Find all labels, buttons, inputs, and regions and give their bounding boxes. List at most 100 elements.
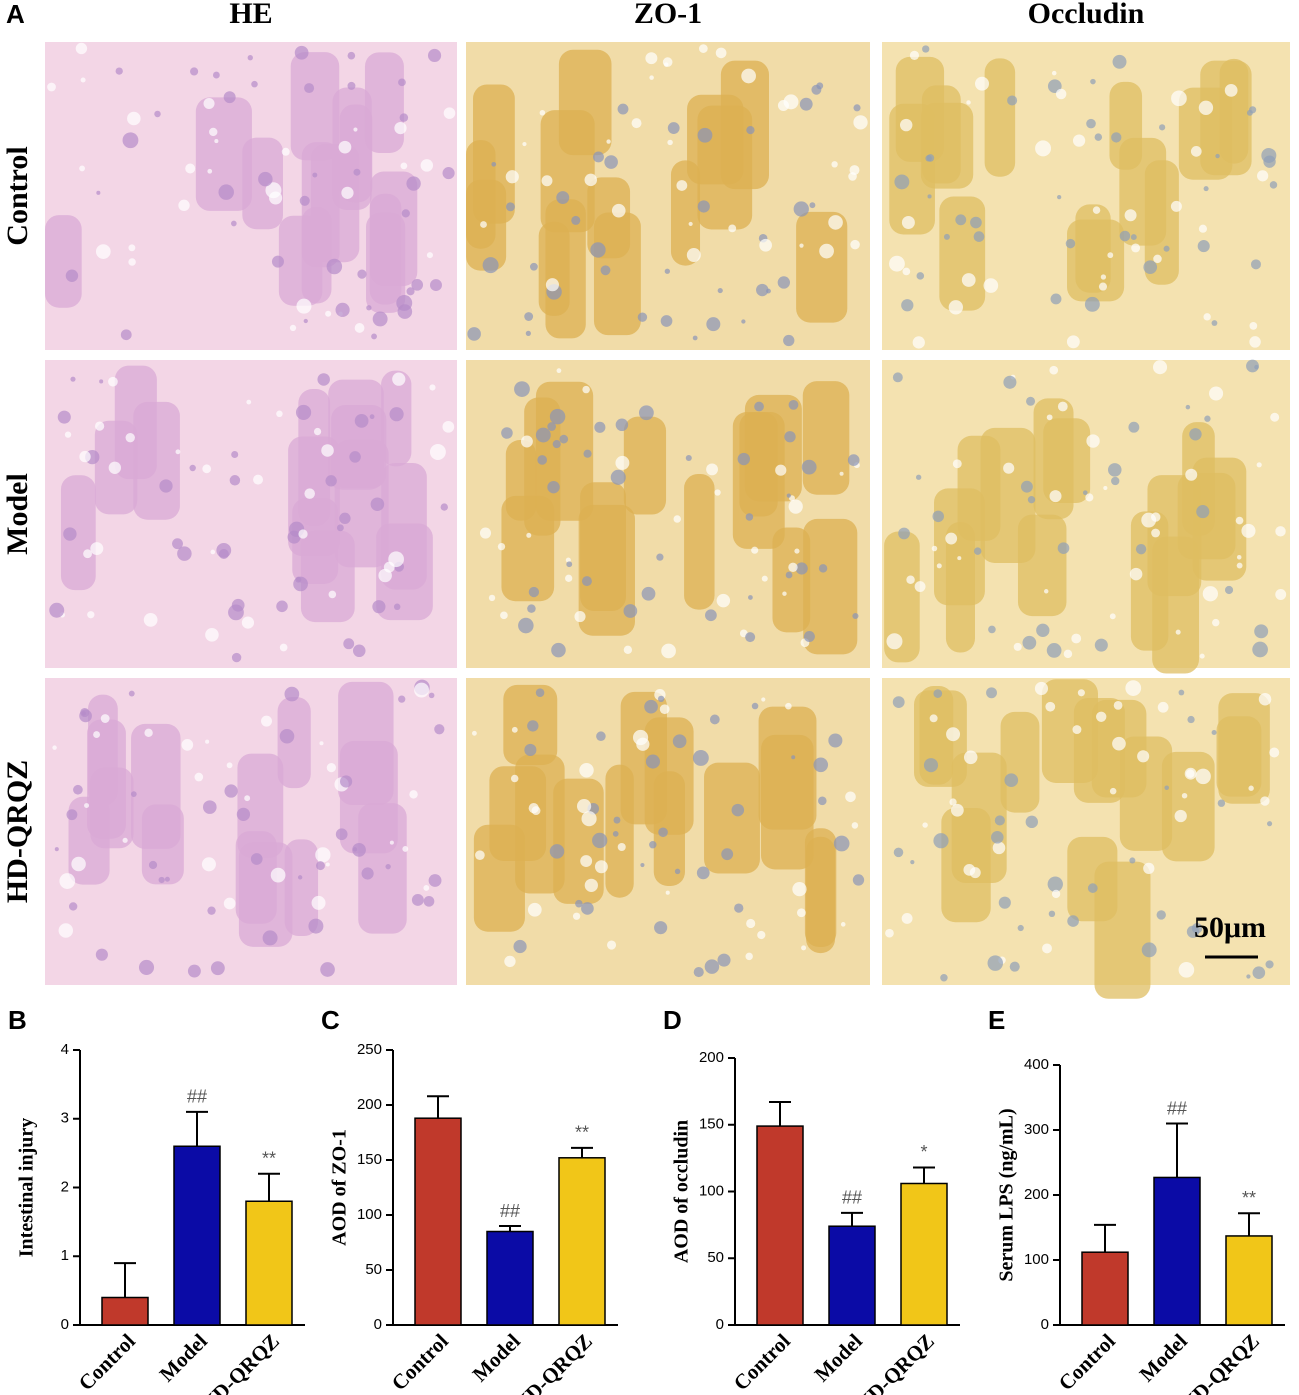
cell [212,71,220,79]
x-tick-label: Model [1135,1329,1193,1387]
cell [693,967,704,978]
cell [1159,124,1166,131]
cell [983,278,999,293]
cell [596,731,606,741]
cell [657,695,665,703]
cell [659,704,670,715]
cell [253,474,264,485]
cell [1153,254,1162,264]
cell [1170,200,1182,212]
cell [949,798,957,806]
cell [1109,613,1116,620]
cell [95,948,108,961]
cell [1198,100,1214,115]
cell [143,612,158,627]
cell [1013,642,1022,651]
cell [1098,282,1108,291]
cell [840,922,846,927]
cell [715,47,727,59]
cell [1044,589,1049,594]
cell [284,686,300,702]
cell [317,373,330,386]
cell [497,542,506,551]
cell [1100,274,1107,280]
cell [1066,335,1080,349]
cell [1203,186,1209,192]
cell [610,469,626,485]
cell [1092,206,1101,214]
cell [975,76,989,91]
cell [202,800,217,814]
cell [545,278,559,292]
cell [580,855,593,868]
cell [791,755,796,760]
cell [440,503,448,511]
y-tick-label: 4 [61,1041,69,1058]
tissue-band [466,140,496,249]
cell [704,959,720,974]
cell [392,372,406,386]
cell [645,52,658,65]
cell [328,590,337,599]
cell [326,763,336,773]
cell [1063,649,1073,659]
cell [205,628,219,642]
cell [1257,170,1269,182]
cell [1171,90,1187,107]
cell [1077,689,1085,697]
cell [1046,414,1053,421]
cell [276,600,288,613]
cell [1087,883,1098,893]
cell [214,139,219,144]
cell [1224,585,1234,595]
bar [828,1225,876,1326]
cell [414,682,430,698]
cell [1071,633,1082,644]
cell [298,529,308,539]
cell [361,867,374,880]
cell [270,867,286,883]
cell [745,952,753,961]
cell [1252,966,1266,980]
cell [535,688,545,697]
cell [325,475,337,487]
cell [218,184,234,200]
cell [279,643,288,652]
cell [400,162,408,170]
cell [717,287,723,294]
cell [556,368,562,374]
cell [1254,624,1269,639]
cell [748,595,753,600]
cell [902,267,911,276]
cell [1178,962,1195,978]
cell [1084,296,1100,312]
cell [247,55,253,61]
cell [1057,401,1068,412]
cell [79,450,91,463]
cell [1212,618,1220,627]
cell [87,611,95,619]
cell [1143,862,1155,875]
bar [173,1145,221,1326]
tissue-band [1041,679,1098,783]
cell [931,545,938,552]
cell [93,731,101,739]
cell [297,875,303,880]
tissue-band [1067,836,1118,922]
cell [108,376,118,387]
cell [411,894,424,906]
cell [108,461,122,474]
cell [987,955,1004,971]
cell [556,191,570,205]
cell [1027,496,1036,504]
cell [933,833,949,849]
cell [785,571,793,579]
cell [246,399,252,405]
column-header: Occludin [1028,0,1145,30]
cell [818,564,828,573]
cell [250,853,263,865]
scale-bar-label: 50μm [1194,911,1266,944]
y-tick-label: 3 [61,1110,69,1127]
cell [606,940,617,950]
cell [1109,787,1117,795]
